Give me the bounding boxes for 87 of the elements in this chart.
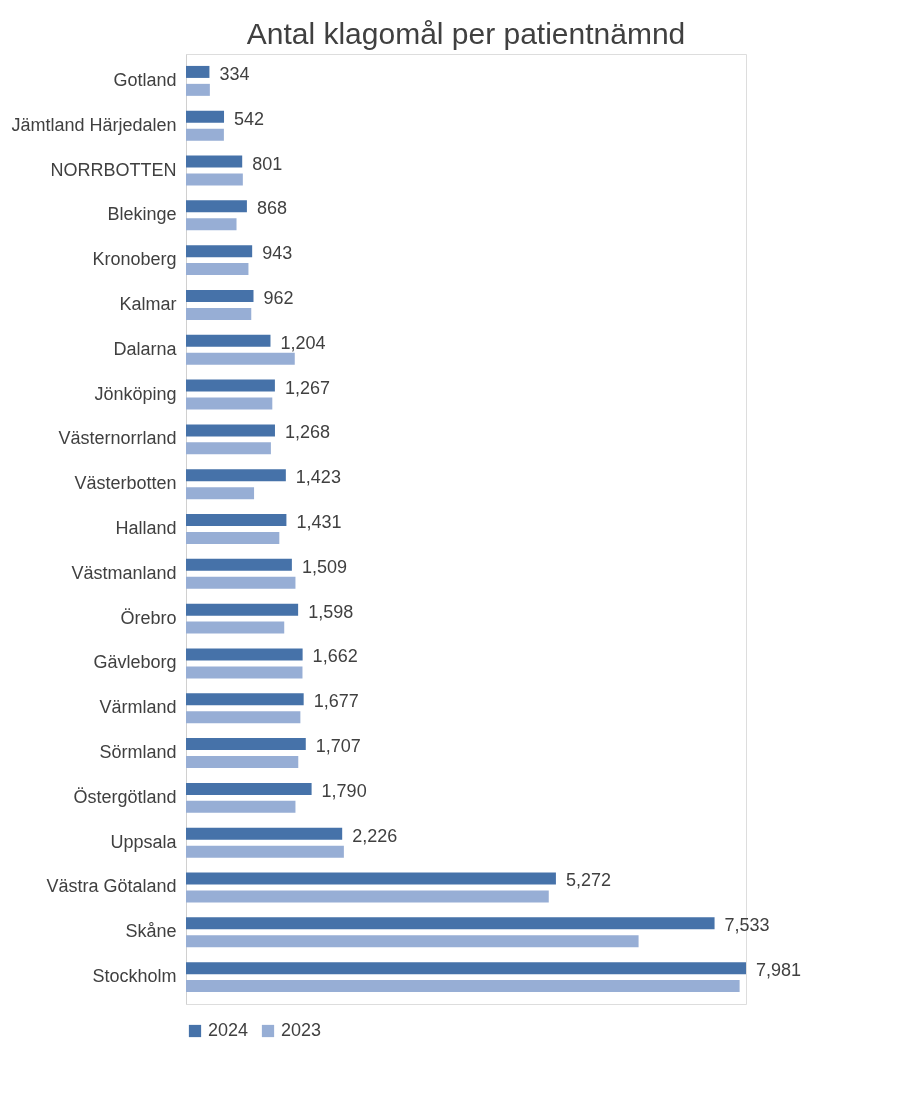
data-label: 334 (219, 63, 250, 84)
bar (186, 827, 343, 840)
data-label: 1,598 (308, 601, 354, 622)
bar (186, 738, 306, 751)
y-tick-label: Gotland (113, 69, 177, 90)
bar (186, 693, 304, 706)
legend-label: 2023 (281, 1020, 322, 1040)
bar (186, 379, 275, 392)
y-tick-label: Västernorrland (58, 428, 177, 449)
y-tick-label: Jönköping (94, 383, 177, 404)
bar (186, 576, 296, 589)
bar (186, 352, 295, 365)
bar (186, 845, 344, 858)
bar (186, 200, 247, 213)
data-label: 1,431 (296, 512, 342, 532)
bar (186, 872, 556, 885)
data-label: 943 (262, 243, 293, 264)
y-tick-label: Västmanland (71, 562, 177, 583)
bar (186, 397, 273, 410)
bar (186, 711, 301, 724)
data-label: 2,226 (352, 825, 398, 846)
y-tick-label: Gävleborg (93, 652, 177, 673)
data-label: 1,790 (321, 780, 367, 801)
bar (186, 83, 210, 96)
y-tick-label: Sörmland (99, 742, 177, 763)
data-label: 962 (263, 287, 294, 308)
y-tick-label: Örebro (120, 607, 177, 628)
bar (186, 531, 280, 544)
bar (186, 65, 210, 78)
bar (186, 245, 253, 258)
y-tick-label: Dalarna (113, 338, 178, 359)
bar (186, 962, 746, 975)
y-tick-label: Kronoberg (92, 249, 177, 270)
data-label: 1,677 (313, 691, 359, 712)
bar (186, 487, 255, 500)
bar (186, 756, 299, 769)
data-label: 801 (252, 153, 283, 174)
y-tick-label: Västra Götaland (46, 876, 177, 897)
bar (186, 935, 639, 948)
bar (186, 514, 287, 527)
bar (186, 800, 296, 813)
bar (186, 648, 303, 661)
y-tick-label: Jämtland Härjedalen (11, 114, 177, 135)
bar (186, 128, 224, 141)
bar (186, 263, 249, 276)
bar (186, 917, 715, 930)
bar (186, 307, 252, 320)
y-tick-label: Värmland (99, 697, 177, 718)
data-label: 1,707 (315, 736, 361, 757)
y-tick-label: Västerbotten (74, 473, 177, 494)
y-tick-label: Blekinge (107, 204, 177, 225)
bar (186, 218, 237, 231)
bar (186, 289, 254, 302)
legend-label: 2024 (208, 1020, 249, 1040)
data-label: 1,204 (280, 332, 326, 353)
data-label: 1,423 (295, 467, 341, 488)
bar (186, 334, 271, 347)
data-label: 7,981 (756, 960, 802, 981)
data-label: 1,509 (301, 556, 347, 577)
bar (186, 173, 243, 186)
y-tick-label: Uppsala (110, 831, 178, 852)
y-tick-label: Stockholm (92, 966, 177, 987)
bar (186, 603, 299, 616)
y-tick-label: NORRBOTTEN (50, 159, 177, 180)
bar (186, 782, 312, 795)
data-label: 1,268 (284, 422, 331, 443)
bar (186, 558, 292, 571)
data-label: 1,267 (284, 377, 330, 398)
data-label: 5,272 (565, 870, 611, 891)
y-tick-label: Kalmar (119, 293, 177, 314)
data-label: 1,662 (312, 646, 358, 667)
bar (186, 469, 286, 482)
y-tick-label: Halland (115, 518, 177, 538)
bar (186, 621, 285, 634)
bar (186, 442, 271, 455)
data-label: 7,533 (724, 915, 770, 936)
bar (186, 666, 303, 679)
bar (186, 155, 243, 168)
bar (186, 110, 225, 123)
data-label: 868 (256, 198, 287, 219)
bar (186, 890, 549, 903)
y-tick-label: Östergötland (73, 786, 177, 807)
y-tick-label: Skåne (125, 921, 177, 942)
data-label: 542 (234, 108, 265, 129)
chart-title: Antal klagomål per patientnämnd (246, 17, 686, 50)
bar (186, 980, 740, 993)
bar (186, 424, 275, 437)
